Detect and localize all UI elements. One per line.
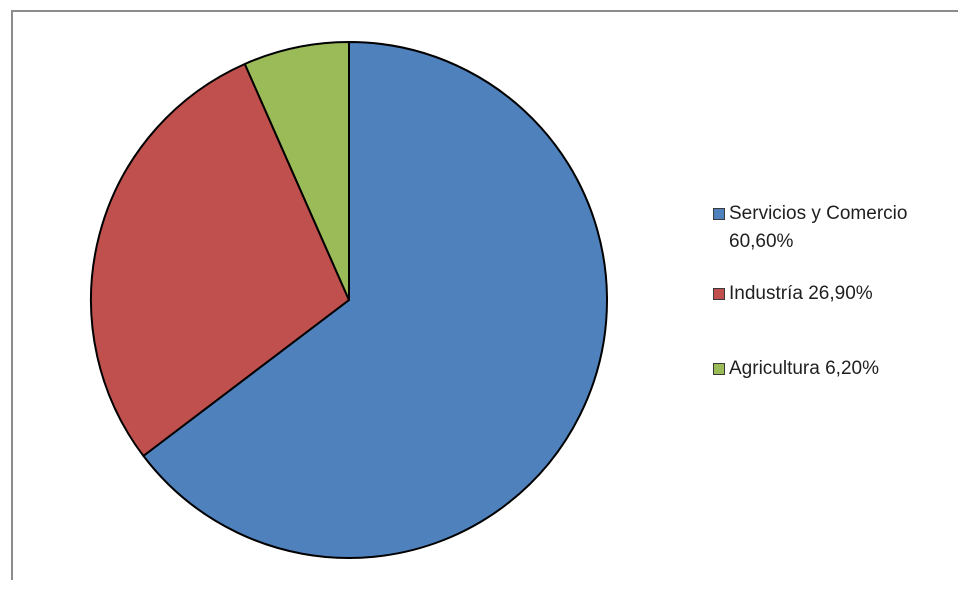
pie-slice-industria	[90, 62, 350, 457]
legend-swatch-servicios	[713, 208, 725, 220]
chart-area: Servicios y Comercio 60,60% Industría 26…	[11, 10, 958, 580]
pie-slice-servicios	[142, 41, 608, 559]
legend: Servicios y Comercio 60,60% Industría 26…	[713, 200, 961, 383]
pie-chart	[90, 41, 608, 559]
legend-entry-industria: Industría 26,90%	[713, 280, 961, 355]
legend-label-servicios: Servicios y Comercio 60,60%	[729, 203, 908, 252]
legend-entry-servicios: Servicios y Comercio 60,60%	[713, 200, 961, 280]
legend-swatch-industria	[713, 288, 725, 300]
pie-slice-agricultura	[243, 41, 350, 301]
legend-swatch-agricultura	[713, 363, 725, 375]
legend-label-industria: Industría 26,90%	[729, 283, 873, 304]
legend-entry-agricultura: Agricultura 6,20%	[713, 355, 961, 383]
legend-label-agricultura: Agricultura 6,20%	[729, 358, 879, 379]
